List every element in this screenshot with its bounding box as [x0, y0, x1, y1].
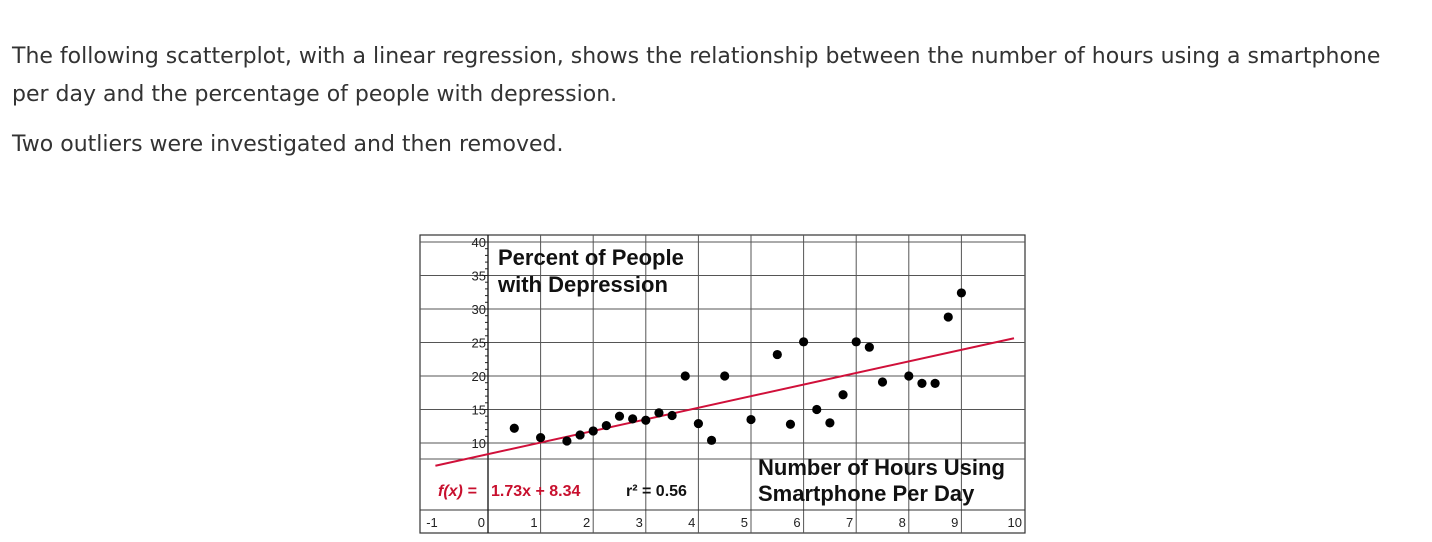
- data-point: [628, 414, 638, 424]
- data-point: [930, 378, 940, 388]
- regression-equation: 1.73x + 8.34: [491, 483, 581, 500]
- y-tick-label: 20: [472, 369, 486, 384]
- y-tick-label: 10: [472, 436, 486, 451]
- x-tick-label: 8: [899, 515, 906, 530]
- data-point: [838, 390, 848, 400]
- y-tick-label: 30: [472, 302, 486, 317]
- x-tick-label: 0: [478, 515, 485, 530]
- data-point: [851, 337, 861, 347]
- y-tick-label: 15: [472, 403, 486, 418]
- y-tick-label: 35: [472, 269, 486, 284]
- y-title-line-1: Percent of People: [498, 245, 684, 270]
- data-point: [746, 414, 756, 425]
- data-point: [799, 337, 809, 347]
- regression-fx-label: f(x) =: [438, 483, 477, 500]
- y-tick-label: 25: [472, 336, 486, 351]
- data-point: [575, 430, 585, 440]
- r-squared-label: r² = 0.56: [626, 483, 687, 500]
- grid: [420, 235, 1025, 533]
- x-title-line-2: Smartphone Per Day: [758, 481, 975, 506]
- x-tick-label: 4: [688, 515, 695, 530]
- x-title-line-1: Number of Hours Using: [758, 455, 1005, 480]
- data-point: [614, 411, 625, 421]
- data-points: [509, 288, 967, 446]
- y-tick-label: 40: [472, 235, 486, 250]
- x-tick-label: 2: [583, 515, 590, 530]
- outlier-note: Two outliers were investigated and then …: [12, 132, 564, 157]
- data-point: [812, 404, 822, 415]
- data-point: [654, 408, 664, 418]
- data-point: [693, 418, 704, 429]
- x-tick-label: 1: [530, 515, 537, 530]
- x-tick-labels: -1 0 1 2 3 4 5 6 7 8 9 10: [426, 515, 1022, 530]
- data-point: [562, 436, 572, 446]
- data-point: [904, 371, 914, 381]
- data-point: [641, 415, 651, 425]
- data-point: [536, 433, 546, 443]
- data-point: [509, 423, 519, 433]
- x-tick-label: 7: [846, 515, 853, 530]
- x-tick-label: 5: [741, 515, 748, 530]
- data-point: [956, 288, 967, 298]
- data-point: [825, 418, 835, 428]
- x-tick-label: -1: [426, 515, 438, 530]
- data-point: [877, 377, 888, 387]
- x-tick-label: 9: [951, 515, 958, 530]
- data-point: [917, 378, 927, 388]
- data-point: [680, 371, 690, 381]
- data-point: [785, 419, 796, 429]
- data-point: [601, 420, 611, 431]
- y-title-line-2: with Depression: [497, 272, 668, 297]
- intro-text: The following scatterplot, with a linear…: [12, 44, 1381, 107]
- data-point: [720, 371, 730, 381]
- data-point: [864, 342, 874, 352]
- x-tick-label: 6: [793, 515, 800, 530]
- data-point: [706, 435, 717, 445]
- y-axis: 10 15 20 25 30 35 40: [472, 235, 489, 533]
- data-point: [667, 410, 677, 421]
- x-tick-label: 3: [636, 515, 643, 530]
- x-tick-label: 10: [1008, 515, 1022, 530]
- data-point: [588, 426, 598, 436]
- data-point: [772, 349, 782, 360]
- regression-line: [435, 337, 1015, 467]
- data-point: [943, 312, 953, 322]
